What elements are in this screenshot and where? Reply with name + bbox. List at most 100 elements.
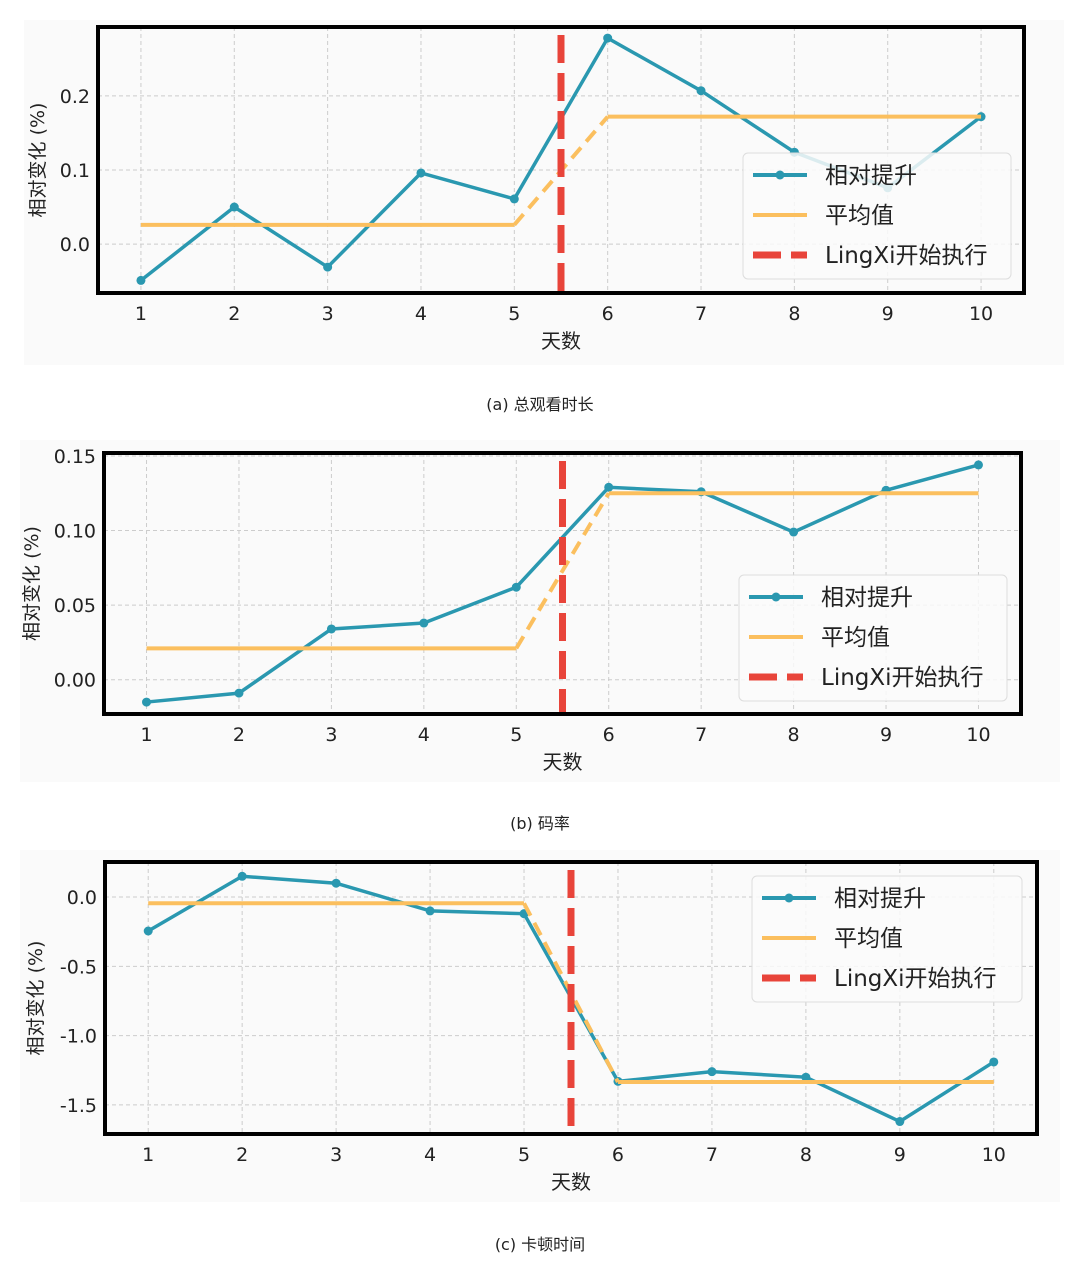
- y-tick-label: 0.10: [54, 521, 96, 543]
- y-tick-label: 0.15: [54, 446, 96, 468]
- data-point: [136, 275, 146, 285]
- y-tick-label: 0.05: [54, 595, 96, 617]
- data-point: [419, 618, 429, 628]
- y-axis-label: 相对变化 (%): [21, 526, 43, 641]
- y-tick-label: 0.0: [67, 887, 97, 909]
- y-tick-label: -1.5: [60, 1095, 97, 1117]
- x-tick-label: 4: [418, 724, 430, 746]
- x-tick-label: 9: [880, 724, 892, 746]
- data-point: [511, 582, 521, 592]
- data-point: [707, 1067, 717, 1077]
- legend-label: 平均值: [825, 203, 894, 229]
- y-tick-label: 0.0: [60, 234, 90, 256]
- plot-frame: [96, 25, 1026, 295]
- y-axis-label: 相对变化 (%): [25, 941, 47, 1056]
- x-tick-label: 7: [695, 303, 707, 325]
- legend-label: LingXi开始执行: [821, 665, 984, 691]
- data-point: [331, 878, 341, 888]
- y-axis-label: 相对变化 (%): [27, 103, 49, 218]
- data-point: [989, 1057, 999, 1067]
- x-tick-label: 8: [788, 303, 800, 325]
- legend-box: [751, 875, 1023, 1003]
- data-point: [237, 871, 247, 881]
- x-tick-label: 2: [228, 303, 240, 325]
- data-point: [603, 33, 613, 43]
- caption-a: (a) 总观看时长: [486, 395, 594, 414]
- x-tick-label: 5: [518, 1144, 530, 1166]
- x-tick-label: 9: [894, 1144, 906, 1166]
- x-tick-label: 7: [706, 1144, 718, 1166]
- legend-label: LingXi开始执行: [834, 966, 997, 992]
- x-tick-label: 8: [788, 724, 800, 746]
- legend-box: [742, 152, 1012, 280]
- x-tick-label: 3: [322, 303, 334, 325]
- legend-label: LingXi开始执行: [825, 243, 988, 269]
- data-point: [425, 906, 435, 916]
- chart-2: 1 2 3 4 5 6 7 8 9 10 0.0 -0.5 -1.0 -1.5 天数 相对变化 (%) 相对提升…: [20, 850, 1060, 1202]
- data-point: [229, 202, 239, 212]
- data-point: [143, 926, 153, 936]
- x-tick-label: 10: [982, 1144, 1006, 1166]
- x-tick-label: 3: [330, 1144, 342, 1166]
- data-point: [801, 1072, 811, 1082]
- y-tick-label: 0.1: [60, 160, 90, 182]
- caption-b: (b) 码率: [510, 814, 570, 833]
- x-tick-label: 4: [424, 1144, 436, 1166]
- y-tick-label: -1.0: [60, 1026, 97, 1048]
- data-point: [416, 168, 426, 178]
- x-tick-label: 6: [612, 1144, 624, 1166]
- legend-marker: [775, 170, 785, 180]
- chart-1: 1 2 3 4 5 6 7 8 9 10 0.00 0.05 0.10 0.15 天数 相对变化 (%) 相对提…: [20, 440, 1060, 782]
- legend-label: 平均值: [821, 625, 890, 651]
- x-tick-label: 5: [510, 724, 522, 746]
- x-tick-label: 3: [325, 724, 337, 746]
- legend-label: 相对提升: [821, 585, 913, 611]
- caption-c: (c) 卡顿时间: [494, 1235, 586, 1254]
- x-tick-label: 10: [969, 303, 993, 325]
- data-point: [323, 262, 333, 272]
- x-tick-label: 8: [800, 1144, 812, 1166]
- plot-frame: [103, 860, 1039, 1136]
- average-line-transition: [514, 492, 611, 650]
- x-tick-label: 7: [695, 724, 707, 746]
- x-tick-label: 1: [140, 724, 152, 746]
- data-point: [509, 194, 519, 204]
- x-tick-label: 1: [142, 1144, 154, 1166]
- data-point: [895, 1117, 905, 1127]
- x-axis-label: 天数: [543, 750, 583, 774]
- legend-label: 平均值: [834, 926, 903, 952]
- x-tick-label: 10: [966, 724, 990, 746]
- data-point: [696, 86, 706, 96]
- x-tick-label: 2: [233, 724, 245, 746]
- x-tick-label: 6: [603, 724, 615, 746]
- x-tick-label: 4: [415, 303, 427, 325]
- legend-marker: [771, 592, 781, 602]
- legend-marker: [784, 893, 794, 903]
- y-tick-label: 0.2: [60, 86, 90, 108]
- y-tick-label: 0.00: [54, 670, 96, 692]
- x-tick-label: 9: [882, 303, 894, 325]
- x-tick-label: 2: [236, 1144, 248, 1166]
- data-point: [604, 482, 614, 492]
- x-tick-label: 6: [602, 303, 614, 325]
- data-point: [234, 688, 244, 698]
- plot-frame: [102, 451, 1023, 716]
- data-point: [973, 460, 983, 470]
- legend-label: 相对提升: [834, 886, 926, 912]
- legend-label: 相对提升: [825, 163, 917, 189]
- data-point: [789, 527, 799, 537]
- x-tick-label: 5: [508, 303, 520, 325]
- x-axis-label: 天数: [551, 1170, 591, 1194]
- x-tick-label: 1: [135, 303, 147, 325]
- data-point: [326, 624, 336, 634]
- data-point: [142, 697, 152, 707]
- x-axis-label: 天数: [541, 329, 581, 353]
- legend-box: [738, 574, 1008, 702]
- y-tick-label: -0.5: [60, 956, 97, 978]
